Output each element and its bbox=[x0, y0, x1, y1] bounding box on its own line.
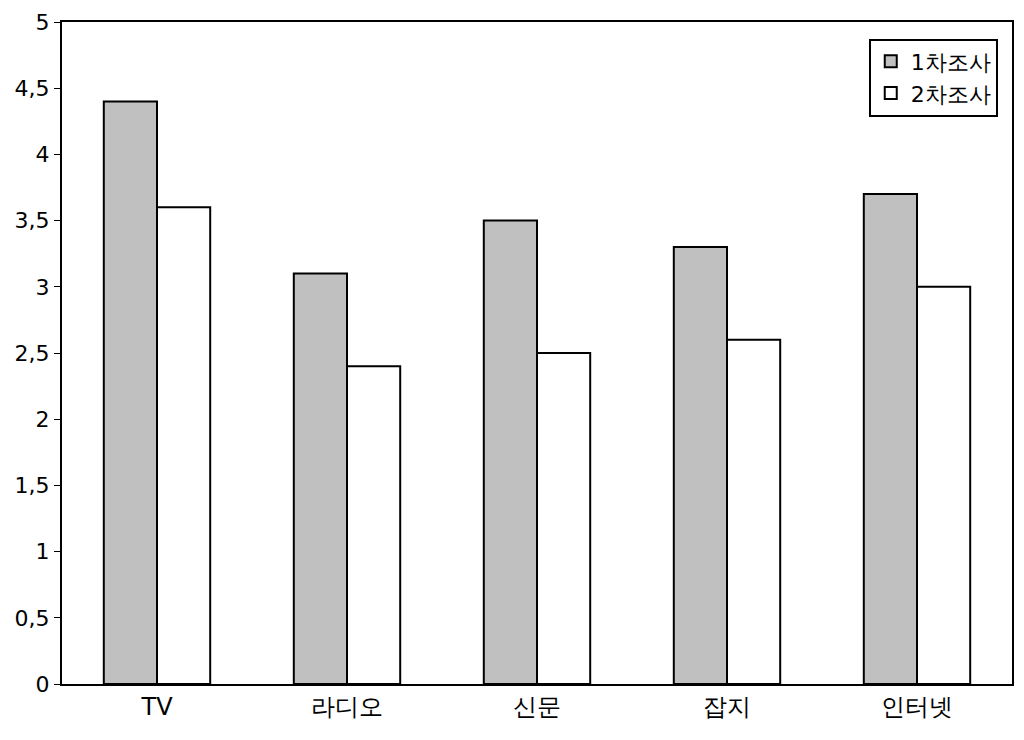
svg-text:0: 0 bbox=[36, 672, 50, 697]
svg-text:인터넷: 인터넷 bbox=[881, 693, 953, 721]
svg-text:2,5: 2,5 bbox=[15, 341, 50, 366]
svg-text:TV: TV bbox=[140, 693, 173, 721]
svg-text:3: 3 bbox=[36, 275, 50, 300]
svg-text:4: 4 bbox=[36, 142, 50, 167]
svg-text:1,5: 1,5 bbox=[15, 473, 50, 498]
svg-text:4,5: 4,5 bbox=[15, 76, 50, 101]
svg-text:1차조사: 1차조사 bbox=[911, 50, 991, 75]
svg-text:2: 2 bbox=[36, 407, 50, 432]
svg-text:라디오: 라디오 bbox=[311, 693, 383, 721]
svg-text:신문: 신문 bbox=[513, 693, 561, 721]
svg-text:3,5: 3,5 bbox=[15, 208, 50, 233]
svg-text:잡지: 잡지 bbox=[703, 693, 751, 721]
svg-text:5: 5 bbox=[36, 10, 50, 35]
svg-text:2차조사: 2차조사 bbox=[911, 82, 991, 107]
svg-text:1: 1 bbox=[36, 539, 50, 564]
svg-text:0,5: 0,5 bbox=[15, 606, 50, 631]
